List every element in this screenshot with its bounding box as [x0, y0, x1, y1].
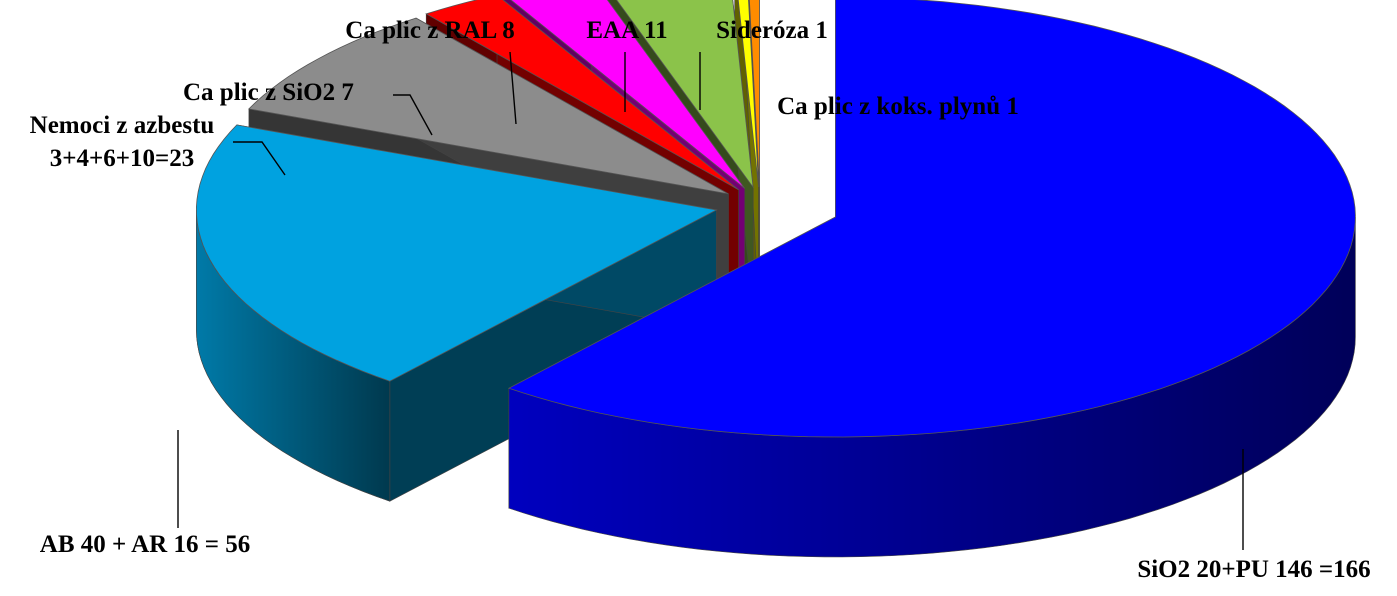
slice-label-line: SiO2 20+PU 146 =166: [1137, 556, 1370, 583]
pie-slice-0: [507, 0, 1356, 438]
slice-label-line: Ca plic z koks. plynů 1: [777, 93, 1019, 120]
leader-lines-layer: [177, 51, 1244, 550]
pie-slice-7: [748, 0, 760, 188]
pie-slice-5: [616, 0, 754, 189]
slice-label-line: AB 40 + AR 16 = 56: [40, 531, 250, 558]
slice-label-5: EAA 11: [586, 17, 667, 44]
pie-slice-4: [510, 0, 746, 189]
slice-label-2: Nemoci z azbestu 3+4+6+10=23: [30, 112, 215, 172]
slice-label-1: AB 40 + AR 16 = 56: [40, 531, 250, 558]
pie-slice-2: [248, 17, 729, 195]
slice-label-line: 3+4+6+10=23: [50, 145, 194, 172]
slice-label-line: Nemoci z azbestu: [30, 112, 215, 139]
slice-label-0: SiO2 20+PU 146 =166: [1137, 556, 1370, 583]
slice-label-line: Ca plic z RAL 8: [345, 17, 514, 44]
leader-line-3: [393, 94, 433, 136]
leader-line-4: [509, 51, 517, 125]
slice-label-line: Ca plic z SiO2 7: [183, 79, 354, 106]
slice-label-3: Ca plic z SiO2 7: [183, 79, 354, 106]
leader-line-2: [233, 141, 286, 176]
slice-label-line: EAA 11: [586, 17, 667, 44]
slice-tops-layer: [195, 0, 1356, 438]
slice-label-4: Ca plic z RAL 8: [345, 17, 514, 44]
slice-label-line: Sideróza 1: [716, 17, 828, 44]
pie-slice-6: [737, 0, 759, 188]
pie-slice-3: [425, 0, 739, 191]
slice-label-7: Ca plic z koks. plynů 1: [777, 93, 1019, 120]
slice-label-6: Sideróza 1: [716, 17, 828, 44]
labels-layer: SiO2 20+PU 146 =166 AB 40 + AR 16 = 56 Nem…: [30, 17, 1371, 583]
pie-slice-1: [195, 124, 718, 382]
